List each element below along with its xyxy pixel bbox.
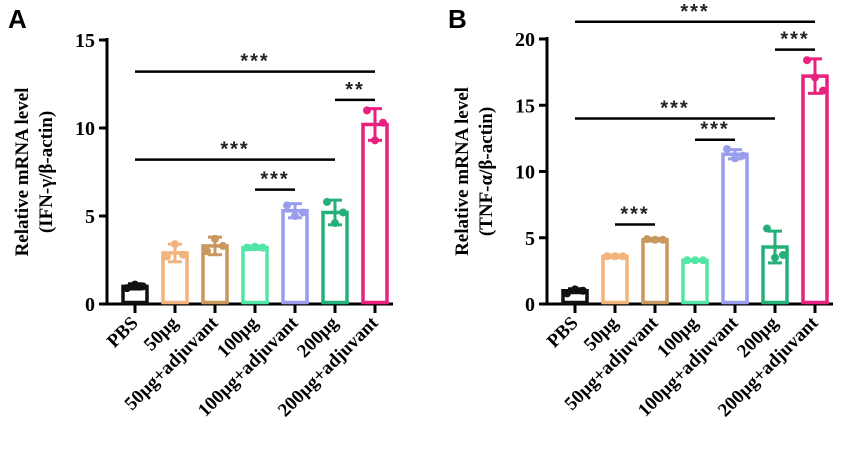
y-tick-label: 0 xyxy=(525,294,535,316)
data-point xyxy=(211,234,219,243)
data-point xyxy=(371,136,379,145)
data-point xyxy=(379,118,387,127)
x-tick-label: PBS xyxy=(543,313,582,352)
data-point xyxy=(779,250,787,259)
panel-a: A Relative mRNA level (IFN-γ/β-actin) 0 5 10 1… xyxy=(8,4,393,421)
x-tick-label: PBS xyxy=(103,313,142,352)
y-tick-label: 20 xyxy=(515,29,535,51)
y-axis-label-unit: (IFN-γ/β-actin) xyxy=(36,111,57,233)
data-point xyxy=(363,106,371,115)
data-point xyxy=(339,208,347,217)
data-point xyxy=(571,285,579,294)
bar xyxy=(601,254,629,305)
data-point xyxy=(259,243,267,252)
y-axis-label-unit: (TNF-α/β-actin) xyxy=(476,107,497,236)
significance-label: ** xyxy=(345,79,365,101)
bar xyxy=(801,74,829,305)
data-point xyxy=(611,252,619,261)
data-point xyxy=(131,280,139,289)
data-point xyxy=(579,286,587,295)
data-point xyxy=(723,144,731,153)
data-point xyxy=(819,86,827,95)
y-axis-label: Relative mRNA level xyxy=(12,88,33,257)
significance-label: *** xyxy=(780,29,809,51)
data-point xyxy=(283,201,291,210)
data-point xyxy=(619,252,627,261)
data-point xyxy=(811,73,819,82)
data-point xyxy=(771,253,779,262)
data-point xyxy=(683,256,691,265)
data-point xyxy=(731,154,739,163)
y-axis-label: Relative mRNA level xyxy=(452,87,473,256)
data-point xyxy=(219,241,227,250)
data-point xyxy=(331,219,339,228)
data-point xyxy=(251,242,259,251)
bar xyxy=(241,245,269,305)
bar xyxy=(681,258,709,305)
y-tick-label: 10 xyxy=(515,162,535,184)
data-point xyxy=(699,256,707,265)
data-point xyxy=(299,208,307,217)
data-point xyxy=(203,247,211,256)
y-tick-label: 10 xyxy=(75,118,95,140)
data-point xyxy=(691,256,699,265)
y-tick-label: 5 xyxy=(525,228,535,250)
significance-label: *** xyxy=(220,139,249,161)
data-point xyxy=(563,289,571,298)
bar xyxy=(721,152,749,305)
data-point xyxy=(323,197,331,206)
y-tick-label: 5 xyxy=(85,206,95,228)
y-tick-label: 0 xyxy=(85,294,95,316)
significance-label: *** xyxy=(240,51,269,73)
data-point xyxy=(243,243,251,252)
y-tick-label: 15 xyxy=(75,30,95,52)
bar xyxy=(281,208,309,305)
data-point xyxy=(179,250,187,259)
y-tick-label: 15 xyxy=(515,95,535,117)
data-point xyxy=(603,252,611,261)
significance-label: *** xyxy=(660,98,689,120)
data-point xyxy=(123,284,131,293)
bar xyxy=(641,237,669,305)
bar xyxy=(361,122,389,305)
data-point xyxy=(803,56,811,65)
significance-label: *** xyxy=(680,1,709,23)
data-point xyxy=(171,240,179,249)
data-point xyxy=(763,224,771,233)
data-point xyxy=(651,235,659,244)
data-point xyxy=(139,282,147,291)
panel-b: B Relative mRNA level (TNF-α/β-actin) 0 5 10 1… xyxy=(448,1,833,421)
data-point xyxy=(659,235,667,244)
data-point xyxy=(739,151,747,160)
panel-label: A xyxy=(8,4,27,34)
data-point xyxy=(643,235,651,244)
significance-label: *** xyxy=(620,204,649,226)
data-point xyxy=(291,212,299,220)
panel-label: B xyxy=(448,4,467,34)
significance-label: *** xyxy=(260,169,289,191)
significance-label: *** xyxy=(700,119,729,141)
data-point xyxy=(163,252,171,261)
